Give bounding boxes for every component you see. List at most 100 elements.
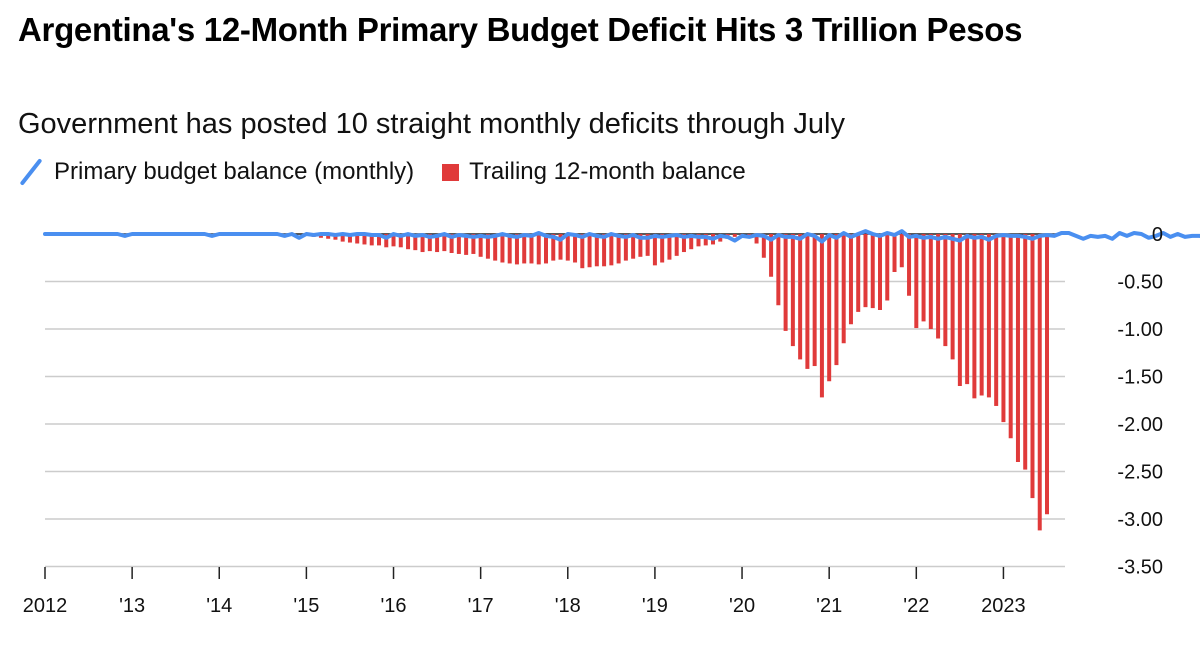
bar [493,234,498,261]
bar [652,234,657,266]
bar [965,234,970,385]
x-tick-label: 2012 [23,595,68,617]
bar [957,234,962,386]
line-series [43,229,1200,244]
legend-line-label: Primary budget balance (monthly) [54,158,415,185]
bar [435,234,440,253]
bar [1030,234,1035,499]
bar [522,234,527,264]
bar [1045,234,1049,515]
legend-bar-label: Trailing 12-month balance [469,158,746,185]
bar [631,234,636,259]
bar [732,234,737,237]
bar [892,234,897,272]
y-tick-label: -3.50 [1117,557,1163,579]
bar [681,234,686,253]
chart-subtitle: Government has posted 10 straight monthl… [18,108,845,140]
bar-series [304,234,1049,531]
bar [485,234,490,259]
bar [464,234,469,255]
bar [790,234,795,347]
bar [914,234,919,329]
bar [870,234,875,309]
bar [754,234,759,244]
chart-title: Argentina's 12-Month Primary Budget Defi… [18,11,1023,48]
bar [544,234,548,264]
bar [406,234,411,250]
bar [1015,234,1020,462]
x-tick-label: '18 [555,595,581,617]
bar [1008,234,1013,439]
bar [761,234,766,258]
y-tick-label: -0.50 [1117,272,1163,294]
bar [413,234,418,251]
bar [986,234,991,398]
bar [928,234,933,329]
bar [936,234,941,339]
bar [798,234,803,360]
bar [427,234,432,252]
y-tick-label: -1.50 [1117,367,1163,389]
bar [449,234,454,253]
bar [587,234,592,268]
bar-swatch-icon [442,163,460,181]
bar [1037,234,1042,531]
x-tick-label: '16 [380,595,406,617]
bar [856,234,861,312]
x-tick-label: 2023 [981,595,1026,617]
line-path [43,229,1200,244]
bar [921,234,926,322]
y-tick-label: -1.00 [1117,319,1163,341]
bar [769,234,774,277]
legend-item-bar: Trailing 12-month balance [442,158,746,186]
bar [558,234,563,260]
x-tick-label: '20 [729,595,755,617]
bar [507,234,512,264]
x-tick-label: '15 [293,595,319,617]
bar [899,234,904,268]
bar [943,234,948,347]
bar [972,234,977,399]
bar [834,234,839,366]
chart-plot: 0 -0.50 -1.00 -1.50 -2.00 -2.50 -3.00 -3.50 201… [23,224,1200,617]
bar [907,234,912,296]
bar [878,234,882,310]
bar [398,234,403,248]
x-tick-label: '14 [206,595,232,617]
bar [1001,234,1006,423]
bar [674,234,679,256]
legend: Primary budget balance (monthly) Trailin… [18,155,774,189]
bar [609,234,614,266]
bar [783,234,788,331]
y-tick-label: -2.50 [1117,462,1163,484]
y-tick-label: -3.00 [1117,509,1163,531]
bar [536,234,541,265]
x-tick-label: '19 [642,595,668,617]
y-axis-labels: 0 -0.50 -1.00 -1.50 -2.00 -2.50 -3.00 -3.50 [1117,224,1163,579]
bar [384,234,389,248]
y-tick-label: 0 [1152,224,1163,246]
bar [391,234,396,247]
bar [994,234,999,406]
bar [848,234,853,325]
bar [950,234,955,360]
bar [805,234,810,369]
bar [841,234,846,344]
bar [638,234,643,257]
bar [456,234,461,254]
bar [776,234,781,306]
bar [979,234,984,396]
bar [442,234,447,252]
bar [478,234,483,257]
bar [660,234,665,263]
bar [616,234,621,264]
bar [565,234,570,261]
x-tick-label: '13 [119,595,145,617]
bar [1023,234,1028,470]
bar [819,234,824,398]
bar [471,234,476,254]
line-swatch-icon [18,159,44,185]
bar [594,234,599,267]
bar [369,234,374,246]
bar [347,234,352,243]
